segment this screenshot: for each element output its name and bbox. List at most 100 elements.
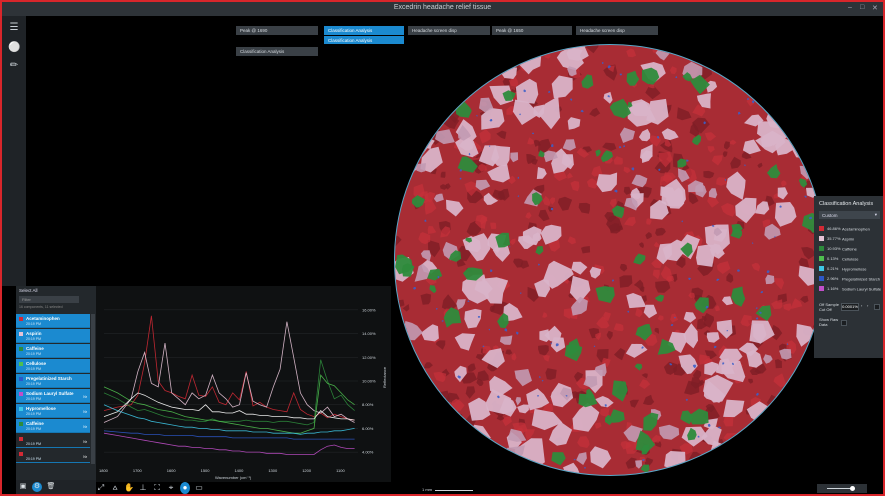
sample-grain [749,50,777,71]
sample-grain [735,197,757,224]
peak-icon[interactable]: ⩟ [112,483,118,492]
filter-input[interactable]: Filter [19,296,79,303]
select-all-label[interactable]: Select All [19,288,38,293]
class-swatch[interactable] [819,226,824,232]
list-item[interactable]: 20:19 PM Nr [16,449,90,463]
sample-grain [776,57,785,64]
class-swatch[interactable] [819,286,824,292]
sample-grain [506,455,519,467]
sample-grain [559,387,573,401]
menu-icon[interactable]: ☰ [9,22,19,33]
sample-grain [774,89,783,98]
class-row[interactable]: 1.16% Sodium Lauryl Sulfate [819,286,881,294]
class-swatch[interactable] [819,236,824,242]
sample-grain [489,145,491,147]
sample-grain [458,140,475,151]
class-row[interactable]: 0.21% Hypromellose [819,266,866,274]
classification-select[interactable]: Custom ▾ [819,211,880,219]
class-swatch[interactable] [819,256,824,262]
list-item[interactable]: Cellulose 20:19 PM [16,359,90,373]
class-row[interactable]: 0.13% Cellulose [819,256,858,264]
baseline-icon[interactable]: ⊥ [139,483,147,492]
sample-grain [507,464,517,474]
tab-classification-analysis-2[interactable]: Classification Analysis [236,47,318,56]
sample-grain [574,371,584,382]
fit-icon[interactable]: ⛶ [154,483,160,492]
class-swatch[interactable] [819,266,824,272]
sample-grain [594,422,602,429]
sample-grain [795,132,807,148]
sample-grain [722,296,733,306]
maximize-icon[interactable]: □ [860,4,865,11]
camera-icon[interactable]: ▭ [195,483,203,492]
list-item[interactable]: Aspirin 20:19 PM [16,329,90,343]
class-row[interactable]: 2.96% Pregelatinized Starch [819,276,880,284]
sample-grain [601,62,604,65]
cursor-icon[interactable]: ⌖ [168,483,174,492]
sample-grain [688,408,709,425]
class-swatch[interactable] [819,246,824,252]
sample-grain [804,428,814,441]
sample-grain [490,222,497,229]
sample-grain [567,172,573,179]
sample-grain [395,402,399,409]
sample-grain [726,171,746,200]
cutoff-checkbox[interactable] [874,304,880,310]
hand-icon[interactable]: ✋ [124,483,134,492]
list-item[interactable]: 20:19 PM Nr [16,434,90,448]
class-pct: 0.21% [827,266,839,272]
sample-grain [403,89,410,95]
sample-grain [721,45,747,73]
show-raw-checkbox[interactable] [841,320,847,326]
sample-grain [540,465,551,475]
sample-grain [487,164,510,183]
sample-grain [665,187,685,209]
droplet-icon[interactable]: ⚪ [8,42,21,53]
cutoff-increase-icon[interactable]: › [867,303,869,308]
list-item[interactable]: Sodium Lauryl Sulfate 20:19 PM Nr [16,389,90,403]
sample-grain [526,154,536,164]
tab-peak-1650[interactable]: Peak @ 1650 [492,26,572,35]
spectrum-chart[interactable]: 16.00% 14.00% 12.00% 10.00% 8.00% 6.00% 4.00% 1… [96,286,391,482]
sample-image[interactable] [394,44,826,476]
list-item[interactable]: Caffeine 20:19 PM Nr [16,419,90,433]
minimize-icon[interactable]: – [848,4,852,11]
class-row[interactable]: 46.86%Acetaminophen [819,226,870,234]
active-tool-icon[interactable]: ● [180,482,190,494]
tab-headache-screen-2[interactable]: Headache screen disp [576,26,658,35]
sample-grain [474,280,493,296]
sample-grain [613,156,623,165]
sample-grain [542,195,551,206]
sample-grain [757,162,763,168]
sample-grain [817,179,825,190]
class-row[interactable]: 10.93%Caffeine [819,246,857,254]
tab-headache-screen-1[interactable]: Headache screen disp [408,26,490,35]
series-line [103,374,355,434]
settings-icon[interactable]: ⚙ [32,482,42,492]
zoom-knob[interactable] [850,486,855,491]
tab-peak-1690[interactable]: Peak @ 1690 [236,26,318,35]
sample-grain [705,305,709,309]
sample-grain [434,66,446,78]
zoom-control[interactable] [817,484,867,493]
list-item[interactable]: Caffeine 20:19 PM [16,344,90,358]
trash-icon[interactable]: 🗑 [46,483,56,490]
class-row[interactable]: 35.77%Aspirin [819,236,854,244]
tab-dropdown-item[interactable]: Classification Analysis [324,36,404,44]
crosshair-icon[interactable]: ⤢ [97,483,105,492]
tab-classification-analysis[interactable]: Classification Analysis [324,26,404,35]
sample-grain [714,305,720,312]
save-icon[interactable]: ▣ [19,483,27,490]
sample-grain [423,362,433,369]
list-item[interactable]: Acetaminophen 20:19 PM [16,314,90,328]
list-scrollbar[interactable] [91,314,95,464]
list-item[interactable]: Pregelatinized Starch 20:19 PM [16,374,90,388]
cutoff-input[interactable]: 0.0001% [841,303,859,311]
sample-grain [416,437,418,439]
ruler-icon[interactable]: ✏ [9,60,19,71]
cutoff-decrease-icon[interactable]: ‹ [861,303,863,308]
sample-grain [779,348,792,360]
list-item[interactable]: Hypromellose 20:19 PM Nr [16,404,90,418]
close-icon[interactable]: ✕ [872,5,878,12]
class-swatch[interactable] [819,276,824,282]
